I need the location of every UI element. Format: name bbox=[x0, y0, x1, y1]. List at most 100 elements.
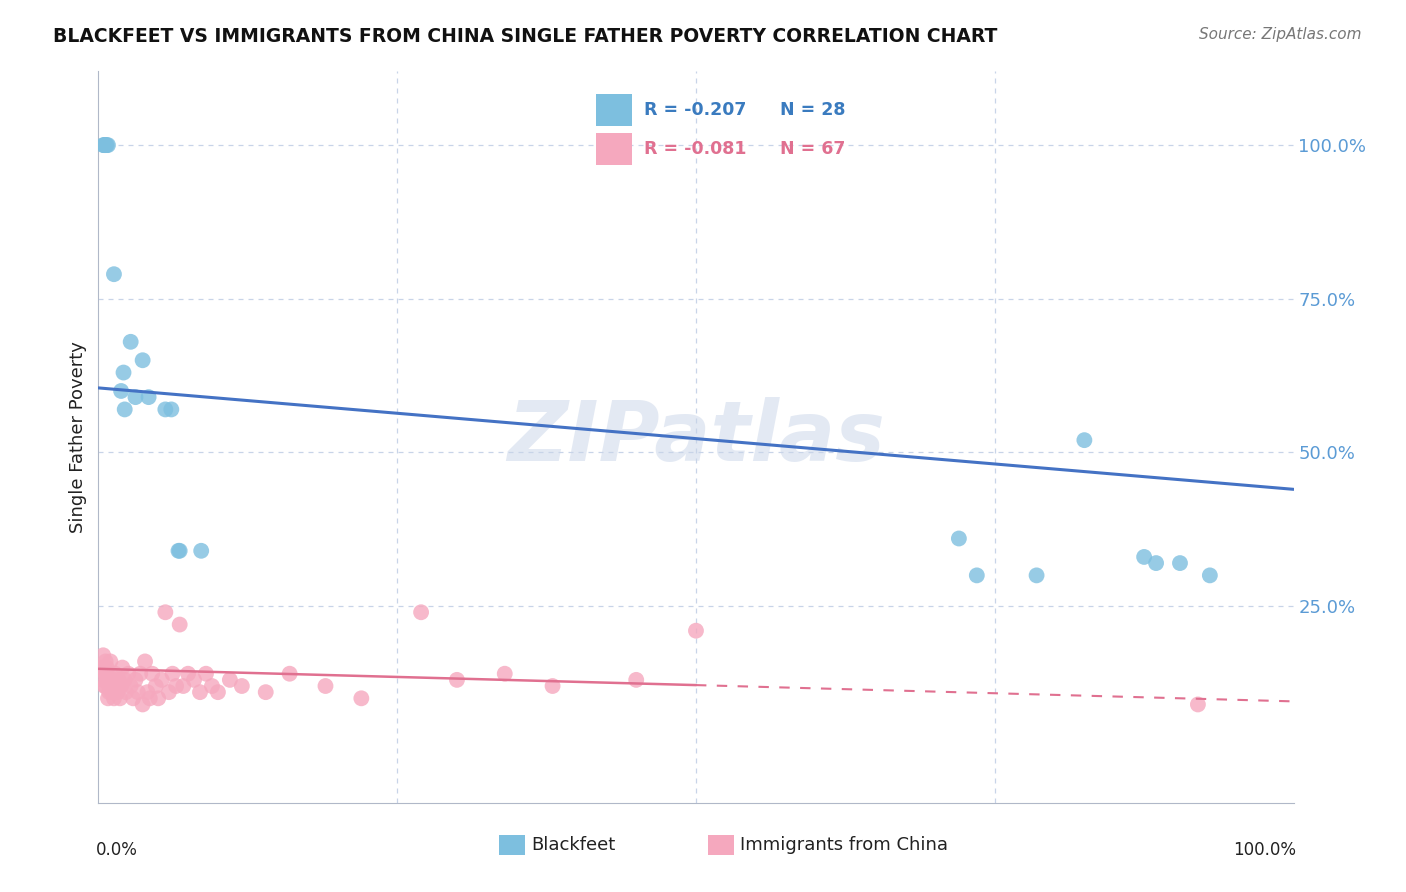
Point bbox=[1133, 549, 1156, 564]
Point bbox=[948, 532, 970, 546]
Point bbox=[172, 679, 194, 693]
Point bbox=[131, 698, 153, 712]
Point bbox=[91, 660, 114, 674]
Point bbox=[94, 679, 117, 693]
Text: R = -0.207: R = -0.207 bbox=[644, 102, 747, 120]
Text: Immigrants from China: Immigrants from China bbox=[740, 836, 948, 855]
Point bbox=[148, 691, 170, 706]
Point bbox=[120, 334, 142, 349]
Point bbox=[96, 660, 118, 674]
Point bbox=[93, 660, 115, 674]
Point bbox=[160, 402, 183, 417]
Point bbox=[111, 660, 134, 674]
Point bbox=[127, 685, 149, 699]
Point bbox=[107, 673, 129, 687]
Point bbox=[93, 679, 115, 693]
Point bbox=[100, 685, 122, 699]
Point bbox=[93, 138, 115, 153]
Point bbox=[155, 402, 177, 417]
Point bbox=[1187, 698, 1209, 712]
Bar bbox=[596, 133, 631, 165]
Point bbox=[150, 673, 173, 687]
Point bbox=[91, 673, 114, 687]
Point bbox=[315, 679, 337, 693]
Text: 0.0%: 0.0% bbox=[96, 841, 138, 859]
Text: Blackfeet: Blackfeet bbox=[531, 836, 616, 855]
Point bbox=[1144, 556, 1167, 570]
Point bbox=[278, 666, 301, 681]
Point bbox=[169, 617, 191, 632]
Point bbox=[110, 679, 132, 693]
Point bbox=[139, 691, 162, 706]
Point bbox=[1168, 556, 1191, 570]
Point bbox=[94, 138, 117, 153]
Point bbox=[103, 267, 125, 281]
Text: N = 28: N = 28 bbox=[780, 102, 845, 120]
Text: ZIPatlas: ZIPatlas bbox=[508, 397, 884, 477]
Point bbox=[93, 138, 115, 153]
Point bbox=[129, 666, 152, 681]
Bar bbox=[596, 95, 631, 127]
Point bbox=[219, 673, 242, 687]
Bar bbox=[709, 835, 734, 855]
Point bbox=[188, 685, 211, 699]
Point bbox=[114, 402, 136, 417]
Point bbox=[91, 648, 114, 663]
Point bbox=[98, 673, 122, 687]
Point bbox=[446, 673, 468, 687]
Point bbox=[105, 679, 128, 693]
Point bbox=[145, 679, 167, 693]
Point bbox=[134, 655, 156, 669]
Point bbox=[110, 384, 132, 398]
Point bbox=[966, 568, 988, 582]
Point bbox=[162, 666, 184, 681]
Point bbox=[101, 673, 124, 687]
Point bbox=[167, 543, 190, 558]
Y-axis label: Single Father Poverty: Single Father Poverty bbox=[69, 341, 87, 533]
Point bbox=[136, 685, 159, 699]
Point bbox=[231, 679, 253, 693]
Point bbox=[411, 605, 433, 619]
Point bbox=[201, 679, 224, 693]
Point bbox=[104, 666, 127, 681]
Point bbox=[97, 691, 120, 706]
Point bbox=[91, 138, 114, 153]
Text: 100.0%: 100.0% bbox=[1233, 841, 1296, 859]
Text: BLACKFEET VS IMMIGRANTS FROM CHINA SINGLE FATHER POVERTY CORRELATION CHART: BLACKFEET VS IMMIGRANTS FROM CHINA SINGL… bbox=[53, 27, 998, 45]
Point bbox=[97, 666, 120, 681]
Point bbox=[350, 691, 373, 706]
Point bbox=[177, 666, 200, 681]
Bar bbox=[499, 835, 524, 855]
Point bbox=[254, 685, 277, 699]
Point bbox=[96, 138, 118, 153]
Point bbox=[1025, 568, 1047, 582]
Point bbox=[195, 666, 218, 681]
Point bbox=[685, 624, 707, 638]
Point bbox=[120, 679, 142, 693]
Point bbox=[183, 673, 205, 687]
Point bbox=[124, 390, 146, 404]
Point bbox=[94, 655, 117, 669]
Point bbox=[169, 543, 191, 558]
Point bbox=[107, 685, 129, 699]
Point bbox=[108, 691, 131, 706]
Text: N = 67: N = 67 bbox=[780, 140, 845, 159]
Point bbox=[98, 679, 121, 693]
Point bbox=[155, 605, 177, 619]
Point bbox=[124, 673, 146, 687]
Point bbox=[115, 685, 138, 699]
Text: R = -0.081: R = -0.081 bbox=[644, 140, 747, 159]
Point bbox=[98, 685, 121, 699]
Text: Source: ZipAtlas.com: Source: ZipAtlas.com bbox=[1198, 27, 1361, 42]
Point bbox=[94, 666, 117, 681]
Point bbox=[98, 655, 122, 669]
Point bbox=[114, 673, 136, 687]
Point bbox=[141, 666, 163, 681]
Point bbox=[94, 138, 117, 153]
Point bbox=[117, 666, 139, 681]
Point bbox=[190, 543, 212, 558]
Point bbox=[97, 138, 120, 153]
Point bbox=[626, 673, 648, 687]
Point bbox=[122, 691, 145, 706]
Point bbox=[138, 390, 160, 404]
